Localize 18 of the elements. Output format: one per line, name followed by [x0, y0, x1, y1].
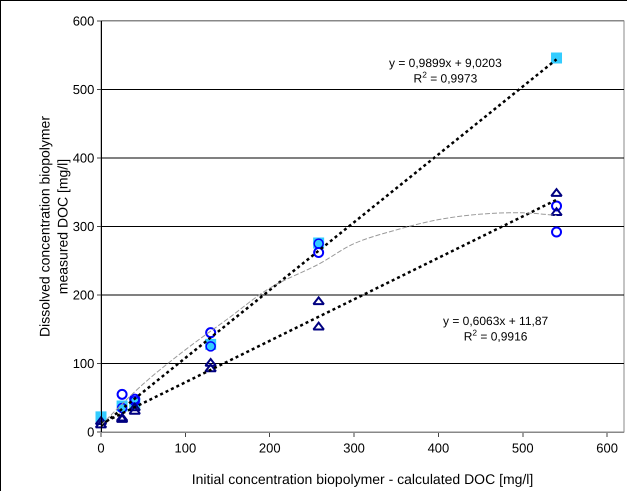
y-tick-label: 200 — [72, 288, 94, 303]
x-tick-label: 600 — [596, 440, 618, 456]
y-tick-label: 100 — [72, 356, 94, 372]
x-tick-label: 400 — [428, 440, 450, 456]
y-tick-label: 400 — [72, 150, 94, 166]
y-tick-label: 600 — [72, 14, 94, 29]
annotation: y = 0,9899x + 9,0203 R$^{2}$ = 0,9973 — [389, 56, 502, 86]
y-axis-title: Dissolved concentration biopolymer measured DOC [mg/l] — [36, 116, 71, 337]
x-tick-label: 0 — [97, 440, 105, 456]
x-tick-label: 100 — [174, 440, 196, 456]
x-tick-label: 500 — [512, 440, 534, 456]
annotation: y = 0,6063x + 11,87 R$^{2}$ = 0,9916 — [443, 314, 549, 344]
x-axis-title: Initial concentration biopolymer - calculated DOC [mg/l] — [192, 471, 534, 487]
y-tick-label: 500 — [72, 82, 94, 98]
y-tick-label: 300 — [72, 219, 94, 234]
x-tick-label: 200 — [258, 440, 281, 456]
y-tick-label: 0 — [87, 424, 94, 440]
x-tick-label: 300 — [343, 440, 365, 456]
